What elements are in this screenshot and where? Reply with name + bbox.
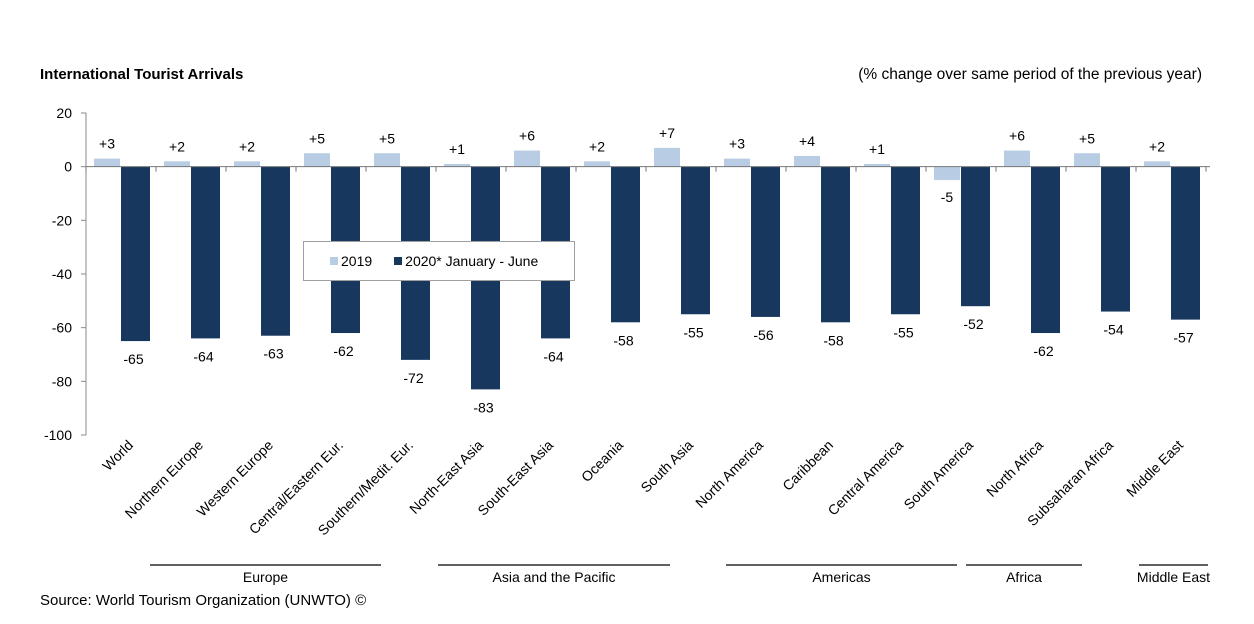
data-label-2019: +2 [239, 138, 255, 154]
data-label-2020: -56 [753, 327, 773, 343]
bar-2020 [891, 166, 920, 315]
bar-2020 [961, 166, 990, 307]
legend-label-2020: 2020* January - June [405, 253, 539, 269]
legend-item-2020: 2020* January - June [394, 253, 538, 269]
x-category-label: Central America [824, 437, 906, 519]
data-label-2020: -54 [1103, 322, 1123, 338]
data-label-2019: +5 [379, 130, 395, 146]
x-category-label: South America [900, 437, 976, 513]
bar-2020 [261, 166, 290, 336]
bar-2020 [121, 166, 150, 342]
data-label-2020: -83 [473, 399, 493, 415]
x-category-label: South-East Asia [474, 437, 556, 519]
bar-2019 [444, 163, 470, 167]
data-label-2019: +2 [589, 138, 605, 154]
data-label-2020: -62 [333, 343, 353, 359]
bar-2019 [94, 158, 120, 167]
x-category-label: South Asia [637, 437, 696, 496]
data-label-2020: -63 [263, 346, 283, 362]
bar-2019 [374, 153, 400, 167]
data-label-2020: -72 [403, 370, 423, 386]
data-label-2020: -55 [893, 324, 913, 340]
data-label-2019: +7 [659, 125, 675, 141]
bar-2020 [681, 166, 710, 315]
legend-swatch-2020 [394, 257, 403, 265]
y-tick-label: 0 [64, 159, 72, 175]
bar-2019 [234, 161, 260, 167]
bar-2020 [1171, 166, 1200, 320]
bar-2019 [1074, 153, 1100, 167]
data-label-2019: +2 [1149, 138, 1165, 154]
x-category-label: North Africa [983, 437, 1046, 500]
x-category-label: Middle East [1123, 437, 1186, 500]
bar-2019 [794, 155, 820, 167]
data-label-2019: +3 [99, 136, 115, 152]
x-category-label: Oceania [578, 437, 626, 485]
y-tick-label: -100 [44, 427, 72, 443]
x-category-label: Caribbean [779, 437, 836, 494]
source-note: Source: World Tourism Organization (UNWT… [40, 592, 367, 609]
bar-2019 [934, 166, 960, 181]
data-label-2019: +6 [519, 128, 535, 144]
bar-2019 [654, 147, 680, 167]
data-label-2020: -57 [1173, 330, 1193, 346]
y-tick-label: -80 [52, 373, 72, 389]
data-label-2020: -58 [613, 332, 633, 348]
x-category-label: North-East Asia [406, 437, 486, 517]
bar-2019 [584, 161, 610, 167]
data-label-2019: +5 [1079, 130, 1095, 146]
data-label-2019: +3 [729, 136, 745, 152]
legend-item-2019: 2019 [330, 253, 372, 269]
y-tick-label: -40 [52, 266, 72, 282]
data-label-2020: -62 [1033, 343, 1053, 359]
data-label-2020: -52 [963, 316, 983, 332]
data-label-2019: +1 [869, 141, 885, 157]
bar-2019 [864, 163, 890, 167]
chart-legend: 2019 2020* January - June [303, 241, 575, 281]
data-label-2020: -64 [193, 348, 213, 364]
bar-2019 [164, 161, 190, 167]
legend-swatch-2019 [330, 257, 338, 265]
chart-title: International Tourist Arrivals [40, 66, 244, 83]
region-label: Americas [812, 569, 870, 585]
data-label-2019: -5 [941, 189, 954, 205]
legend-label-2019: 2019 [341, 253, 373, 269]
y-tick-label: -20 [52, 212, 72, 228]
data-label-2020: -64 [543, 348, 563, 364]
data-label-2020: -55 [683, 324, 703, 340]
x-category-label: World [99, 437, 136, 474]
y-tick-label: 20 [56, 105, 72, 121]
bar-2019 [1004, 150, 1030, 167]
region-label: Africa [1006, 569, 1042, 585]
region-label: Europe [243, 569, 288, 585]
chart-subtitle: (% change over same period of the previo… [858, 66, 1202, 83]
bar-2019 [724, 158, 750, 167]
bar-2020 [191, 166, 220, 339]
bar-2020 [821, 166, 850, 323]
data-label-2019: +6 [1009, 128, 1025, 144]
data-label-2020: -65 [123, 351, 143, 367]
region-label: Asia and the Pacific [493, 569, 616, 585]
bar-2019 [514, 150, 540, 167]
bar-2020 [611, 166, 640, 323]
bar-2020 [1031, 166, 1060, 334]
data-label-2020: -58 [823, 332, 843, 348]
region-label: Middle East [1137, 569, 1210, 585]
x-category-label: North America [692, 437, 766, 511]
bar-2019 [1144, 161, 1170, 167]
bar-2019 [304, 153, 330, 167]
data-label-2019: +2 [169, 138, 185, 154]
data-label-2019: +4 [799, 133, 815, 149]
data-label-2019: +5 [309, 130, 325, 146]
data-label-2019: +1 [449, 141, 465, 157]
bar-2020 [1101, 166, 1130, 312]
bar-2020 [751, 166, 780, 317]
y-tick-label: -60 [52, 320, 72, 336]
